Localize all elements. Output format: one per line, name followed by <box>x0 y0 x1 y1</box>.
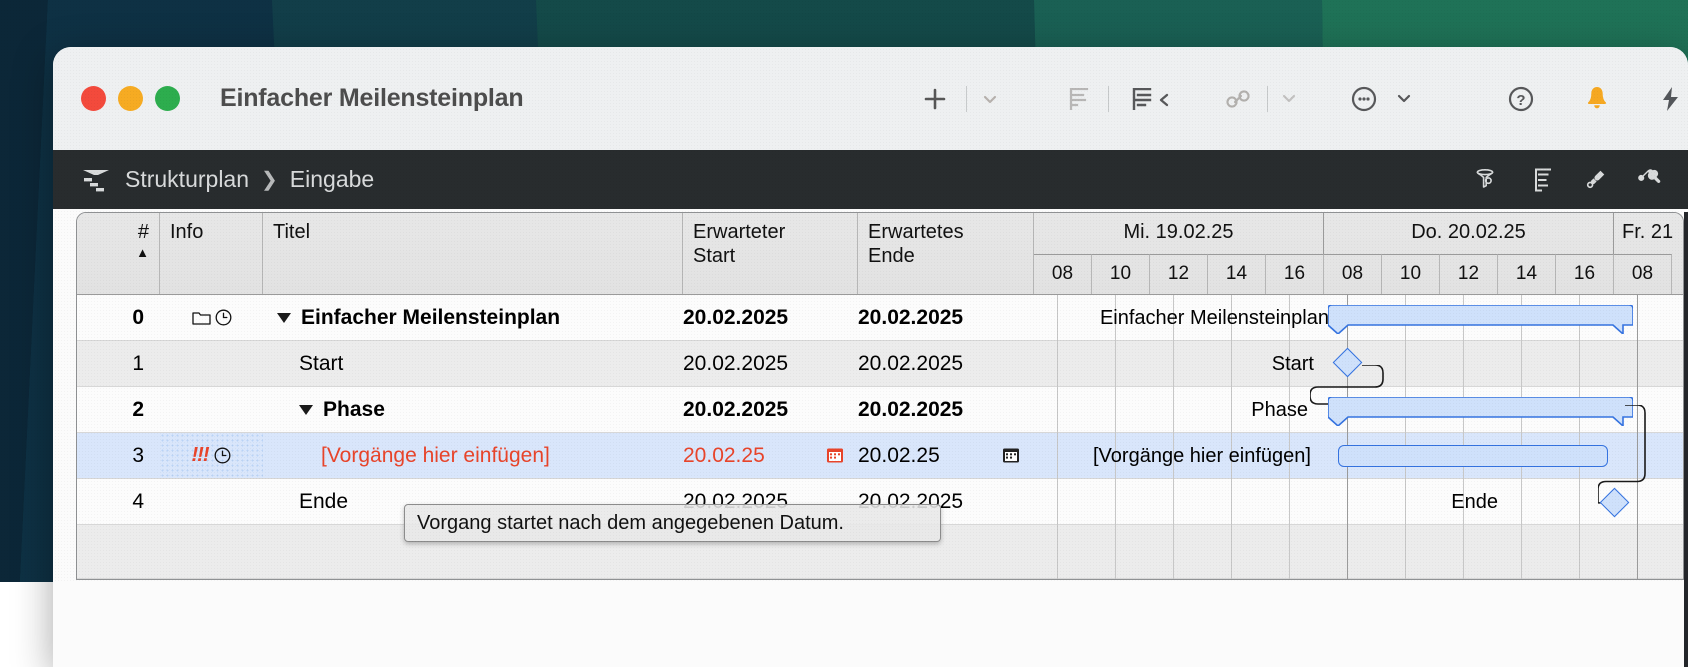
svg-text:?: ? <box>1516 92 1525 109</box>
